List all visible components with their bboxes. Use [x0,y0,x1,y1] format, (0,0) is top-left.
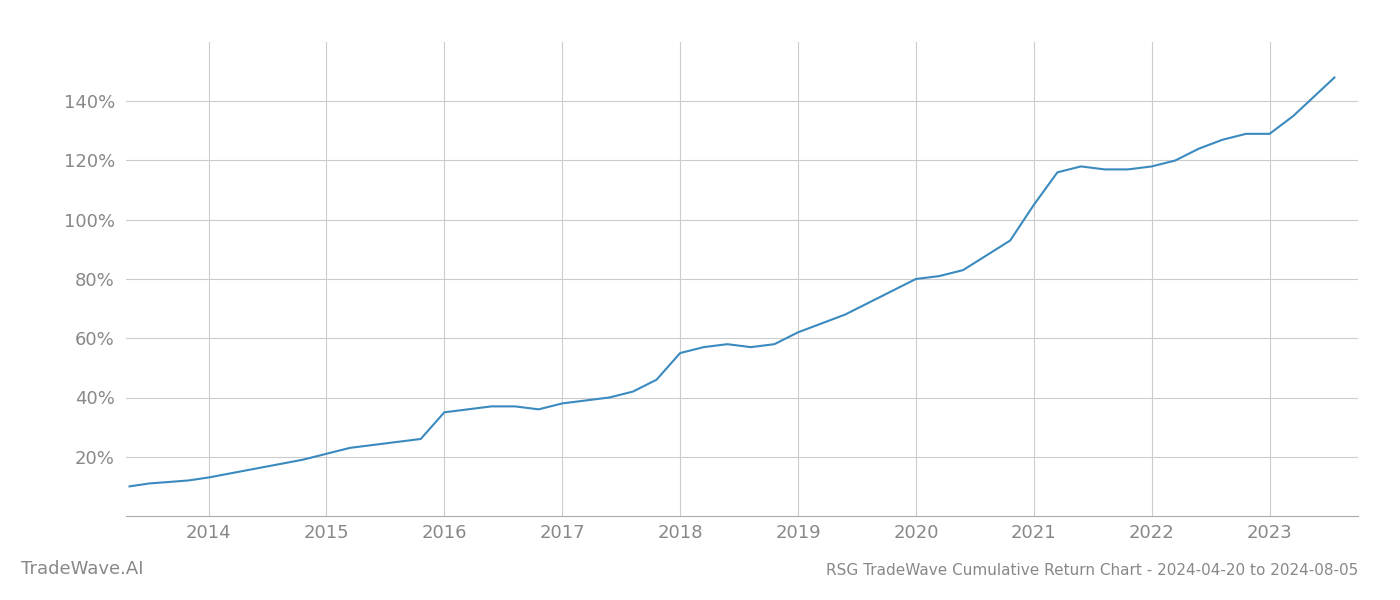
Text: TradeWave.AI: TradeWave.AI [21,560,144,578]
Text: RSG TradeWave Cumulative Return Chart - 2024-04-20 to 2024-08-05: RSG TradeWave Cumulative Return Chart - … [826,563,1358,578]
